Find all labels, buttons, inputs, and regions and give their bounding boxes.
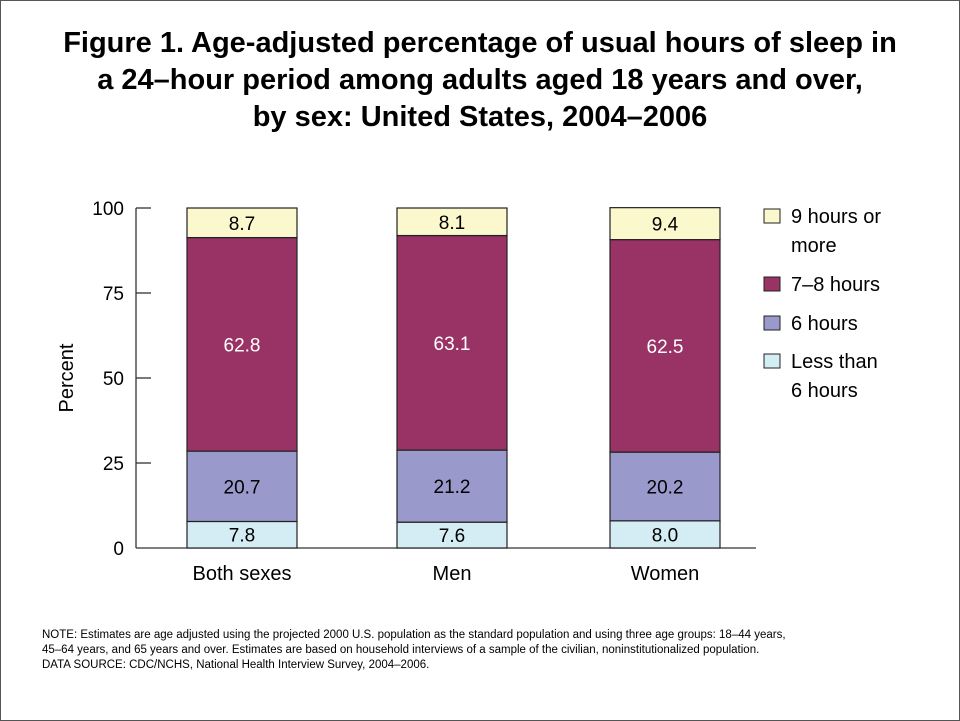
data-label: 21.2 — [434, 477, 471, 498]
title-line: by sex: United States, 2004–2006 — [252, 101, 708, 133]
x-tick-label: Women — [631, 563, 700, 585]
data-label: 8.7 — [229, 214, 255, 235]
bar-segment — [396, 207, 508, 237]
y-tick-label: 0 — [113, 539, 124, 560]
title-line: Figure 1. Age-adjusted percentage of usu… — [63, 27, 897, 59]
data-label: 20.7 — [224, 477, 261, 498]
x-tick-label: Both sexes — [193, 563, 292, 585]
legend-label: 9 hours or — [791, 206, 881, 228]
bar-segment — [186, 520, 298, 549]
data-label: 8.0 — [652, 525, 678, 546]
data-label: 62.8 — [224, 335, 261, 356]
bar-segment — [186, 207, 298, 239]
y-tick-label: 25 — [103, 454, 124, 475]
chart-title: Figure 1. Age-adjusted percentage of usu… — [1, 25, 959, 136]
data-label: 8.1 — [439, 213, 465, 234]
bar-segment — [186, 236, 298, 452]
bar-segment — [396, 521, 508, 549]
legend-swatch — [763, 208, 781, 224]
data-label: 62.5 — [647, 337, 684, 358]
bar-segment — [609, 239, 721, 453]
y-tick-label: 75 — [103, 284, 124, 305]
legend-label: 6 hours — [791, 313, 858, 335]
data-label: 7.8 — [229, 526, 255, 547]
legend-swatch — [763, 315, 781, 331]
y-tick-label: 50 — [103, 369, 124, 390]
legend-swatch — [763, 353, 781, 369]
legend-swatch — [763, 276, 781, 292]
note-line: 45–64 years, and 65 years and over. Esti… — [42, 644, 760, 656]
chart-notes: NOTE: Estimates are age adjusted using t… — [42, 628, 786, 673]
bar-segment — [186, 450, 298, 523]
y-axis-label: Percent — [56, 343, 78, 412]
title-line: a 24–hour period among adults aged 18 ye… — [97, 64, 863, 96]
data-label: 7.6 — [439, 526, 465, 547]
data-label: 63.1 — [434, 334, 471, 355]
bar-segment — [609, 207, 721, 241]
legend-label: 6 hours — [791, 380, 858, 402]
y-tick-label: 100 — [92, 199, 124, 220]
bar-segment — [396, 449, 508, 523]
data-label: 9.4 — [652, 215, 679, 236]
x-tick-label: Men — [433, 563, 472, 585]
bar-segment — [609, 451, 721, 522]
note-line: NOTE: Estimates are age adjusted using t… — [42, 629, 786, 641]
data-source-line: DATA SOURCE: CDC/NCHS, National Health I… — [42, 659, 430, 671]
legend-label: more — [791, 235, 837, 257]
legend-label: 7–8 hours — [791, 274, 880, 296]
data-label: 20.2 — [647, 477, 684, 498]
legend-label: Less than — [791, 351, 878, 373]
